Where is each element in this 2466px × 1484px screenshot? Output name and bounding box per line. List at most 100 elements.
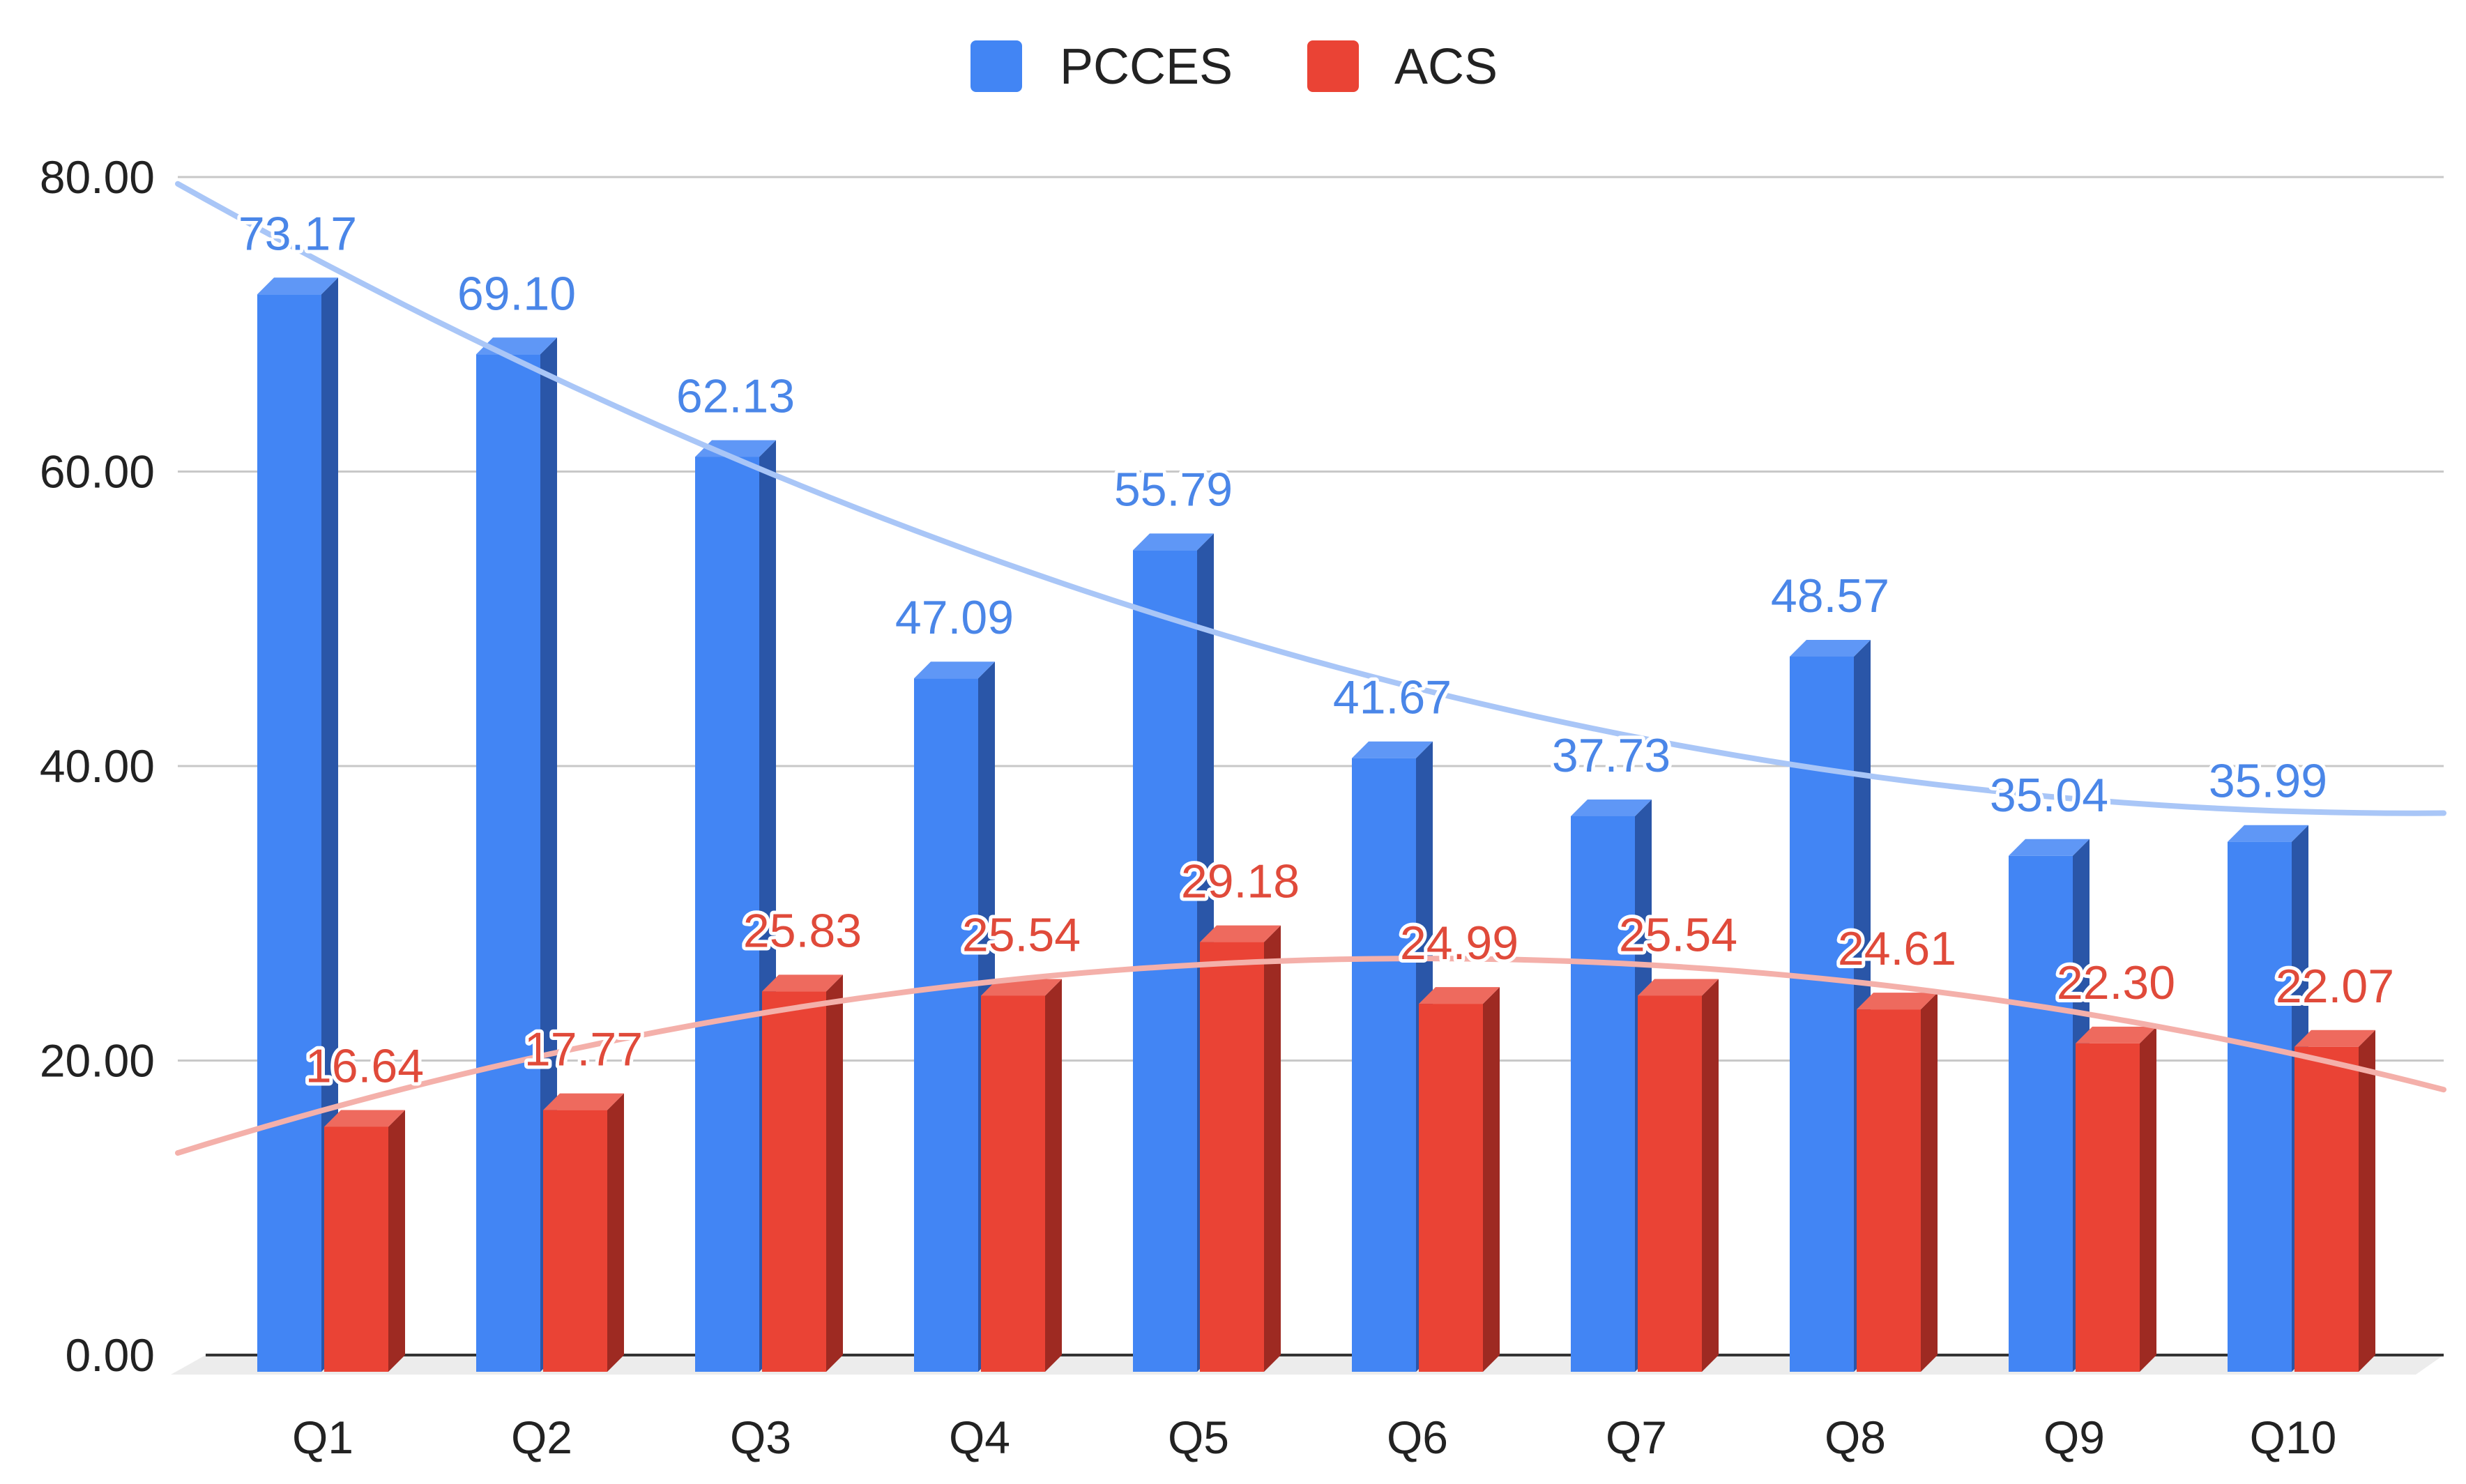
x-tick-label: Q2 [511, 1412, 572, 1463]
bar-front [1352, 758, 1416, 1372]
x-tick-label: Q8 [1825, 1412, 1886, 1463]
bar-side [2359, 1030, 2375, 1372]
bar-front [2076, 1043, 2140, 1372]
x-tick-label: Q1 [292, 1412, 353, 1463]
data-label-acs: 29.18 [1181, 855, 1300, 908]
bar-acs-q4 [981, 979, 1062, 1372]
bar-front [2294, 1046, 2359, 1372]
bar-top [324, 1110, 405, 1127]
bar-pcces-q2 [476, 337, 557, 1372]
trendline-acs [175, 956, 2446, 1156]
y-tick-label: 0.00 [66, 1329, 155, 1381]
data-label-pcces: 55.79 [1114, 463, 1233, 516]
bar-acs-q6 [1419, 987, 1500, 1372]
data-label-pcces: 47.09 [895, 591, 1014, 644]
data-label-pcces: 73.17 [238, 207, 357, 260]
legend: PCCES ACS [971, 39, 1498, 95]
bar-front [257, 294, 321, 1372]
bar-acs-q2 [543, 1093, 624, 1372]
data-label-pcces: 69.10 [457, 267, 576, 320]
legend-swatch [971, 40, 1022, 92]
x-tick-label: Q5 [1168, 1412, 1229, 1463]
x-tick-label: Q3 [730, 1412, 791, 1463]
bar-top [762, 974, 843, 992]
bar-front [762, 991, 826, 1372]
data-label-acs: 22.07 [2276, 960, 2394, 1013]
x-tick-label: Q10 [2250, 1412, 2337, 1463]
bar-side [607, 1093, 624, 1372]
data-label-acs: 25.54 [962, 908, 1081, 961]
x-tick-label: Q9 [2043, 1412, 2105, 1463]
x-tick-label: Q4 [949, 1412, 1010, 1463]
y-tick-label: 60.00 [40, 446, 155, 498]
trendlines [175, 181, 2446, 1156]
bar-front [1790, 656, 1854, 1372]
data-label-pcces: 37.73 [1552, 729, 1670, 782]
bar-top [1638, 979, 1719, 996]
bar-front [324, 1126, 388, 1372]
bar-top [914, 661, 995, 679]
bar-front [1419, 1004, 1483, 1372]
bar-acs-q7 [1638, 979, 1719, 1372]
bar-top [2076, 1026, 2156, 1043]
data-label-pcces: 35.04 [1990, 769, 2108, 822]
data-label-acs: 24.61 [1838, 922, 1956, 975]
data-label-acs: 16.64 [305, 1039, 424, 1092]
bar-front [543, 1110, 607, 1372]
bar-acs-q9 [2076, 1026, 2156, 1372]
bar-top [257, 277, 338, 295]
data-label-pcces: 35.99 [2209, 755, 2327, 808]
data-label-acs: 25.54 [1619, 908, 1737, 961]
bar-acs-q3 [762, 974, 843, 1372]
bar-top [2009, 839, 2090, 856]
bar-front [1638, 995, 1702, 1372]
legend-label: ACS [1394, 39, 1498, 95]
bar-front [1571, 816, 1635, 1372]
bar-top [1352, 741, 1433, 758]
data-label-acs: 25.83 [743, 904, 862, 957]
bar-front [476, 354, 540, 1372]
bar-front [914, 678, 978, 1372]
y-tick-label: 40.00 [40, 740, 155, 792]
data-label-acs: 17.77 [524, 1023, 643, 1076]
bar-top [2294, 1030, 2375, 1047]
legend-item-acs: ACS [1307, 39, 1498, 95]
bar-top [1200, 925, 1281, 942]
bar-top [2228, 825, 2308, 842]
data-label-pcces: 48.57 [1771, 569, 1889, 622]
data-label-acs: 22.30 [2057, 956, 2175, 1009]
bar-side [826, 974, 843, 1372]
bar-acs-q1 [324, 1110, 405, 1372]
data-label-acs: 24.99 [1400, 917, 1519, 970]
x-tick-label: Q6 [1387, 1412, 1448, 1463]
y-tick-label: 20.00 [40, 1035, 155, 1087]
y-tick-label: 80.00 [40, 151, 155, 203]
bar-side [2140, 1026, 2156, 1372]
trendline-pcces [175, 181, 2446, 816]
bar-side [1483, 987, 1500, 1372]
bar-top [1419, 987, 1500, 1004]
bar-front [695, 457, 759, 1372]
data-label-pcces: 62.13 [676, 370, 795, 423]
data-label-pcces: 41.67 [1333, 671, 1452, 724]
bar-top [1857, 993, 1938, 1010]
bar-top [1790, 639, 1871, 657]
bar-front [1133, 550, 1197, 1372]
x-tick-label: Q7 [1606, 1412, 1667, 1463]
bar-front [981, 995, 1045, 1372]
bar-acs-q5 [1200, 925, 1281, 1372]
bar-side [321, 277, 338, 1372]
legend-item-pcces: PCCES [971, 39, 1233, 95]
bar-front [1200, 942, 1264, 1372]
bar-side [1921, 993, 1938, 1372]
bar-side [1045, 979, 1062, 1372]
bar-front [1857, 1009, 1921, 1372]
bar-front [2009, 855, 2073, 1372]
bar-top [1571, 799, 1652, 816]
bar-side [1702, 979, 1719, 1372]
bar-pcces-q3 [695, 440, 776, 1372]
bar-acs-q8 [1857, 993, 1938, 1372]
bar-acs-q10 [2294, 1030, 2375, 1372]
bar-front [2228, 841, 2292, 1372]
